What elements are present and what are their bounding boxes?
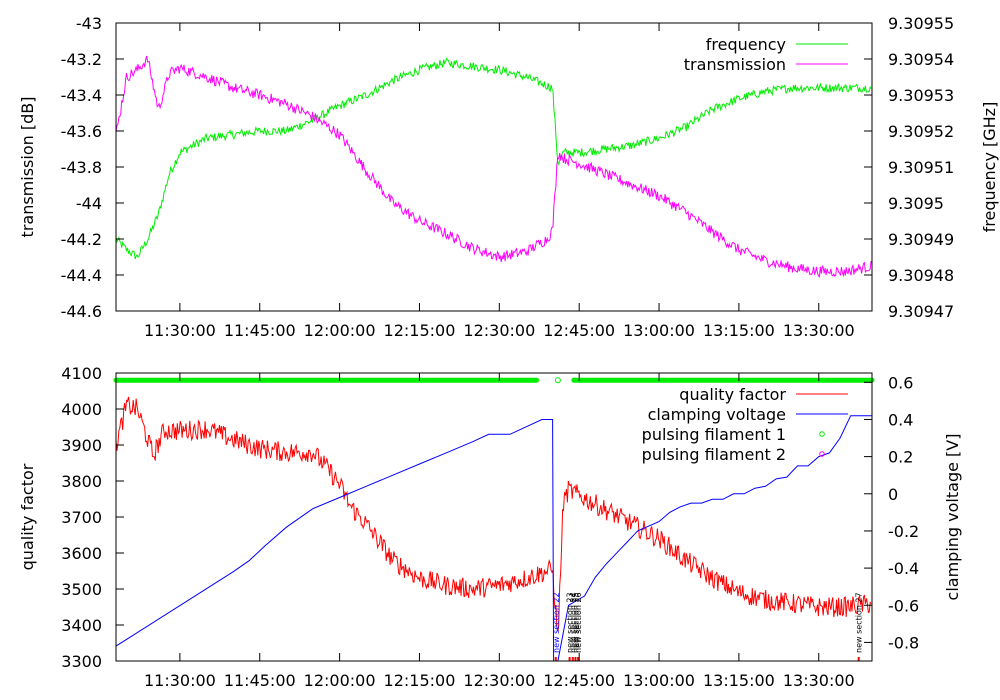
y2-axis-label: clamping voltage [V] — [943, 434, 962, 601]
x-tick-label: 12:30:00 — [463, 321, 535, 340]
x-tick-label: 11:30:00 — [144, 321, 216, 340]
y2-tick-label: 9.30949 — [888, 230, 954, 249]
x-tick-label: 12:15:00 — [384, 671, 456, 690]
y2-tick-label: 9.30952 — [888, 122, 954, 141]
y2-tick-label: 9.30951 — [888, 158, 954, 177]
x-tick-label: 12:30:00 — [463, 671, 535, 690]
legend-label: frequency — [706, 35, 786, 54]
x-tick-label: 11:30:00 — [144, 671, 216, 690]
x-tick-label: 11:45:00 — [224, 321, 296, 340]
y-tick-label: -43.4 — [61, 86, 102, 105]
x-tick-label: 12:45:00 — [543, 321, 615, 340]
annotation-label: new section 27 — [855, 592, 864, 653]
pulsing-filament-1-point — [554, 377, 561, 384]
legend-label: clamping voltage — [648, 405, 786, 424]
legend-marker — [819, 451, 825, 457]
y-axis-label: quality factor — [18, 463, 37, 570]
y-tick-label: -44.4 — [61, 266, 102, 285]
y2-tick-label: 9.3095 — [888, 194, 944, 213]
top-panel-transmission-frequency: 11:30:00 11:45:00 12:00:00 12:15:00 12:30:00… — [18, 14, 999, 340]
x-tick-label: 13:30:00 — [783, 671, 855, 690]
y-tick-label: 3300 — [61, 652, 102, 671]
y-tick-label: -43.6 — [61, 122, 102, 141]
y2-tick-label: 0.2 — [888, 448, 913, 467]
y2-tick-label: 0 — [888, 485, 898, 504]
y2-tick-label: 9.30947 — [888, 302, 954, 321]
legend-label: pulsing filament 1 — [642, 425, 786, 444]
series-line-quality-factor — [115, 396, 872, 632]
x-tick-label: 12:00:00 — [304, 671, 376, 690]
y-tick-label: 4100 — [61, 364, 102, 383]
y2-tick-label: -0.4 — [888, 559, 919, 578]
series-line-transmission — [115, 55, 872, 279]
y-tick-label: -43 — [76, 14, 102, 33]
y2-tick-label: -0.6 — [888, 596, 919, 615]
y-tick-label: 3500 — [61, 580, 102, 599]
legend-label: transmission — [684, 55, 786, 74]
x-tick-label: 13:15:00 — [703, 321, 775, 340]
y-tick-label: 3400 — [61, 616, 102, 635]
x-tick-label: 13:00:00 — [623, 671, 695, 690]
y-tick-label: 3900 — [61, 436, 102, 455]
y-tick-label: 3800 — [61, 472, 102, 491]
series-line-frequency — [115, 57, 872, 260]
y-tick-label: -44 — [76, 194, 102, 213]
annotation-label: new section 25 — [571, 592, 580, 653]
y-tick-label: 3700 — [61, 508, 102, 527]
x-tick-label: 13:30:00 — [783, 321, 855, 340]
y-tick-label: -44.6 — [61, 302, 102, 321]
y-tick-label: 3600 — [61, 544, 102, 563]
y2-tick-label: 9.30954 — [888, 50, 954, 69]
y-tick-label: -43.2 — [61, 50, 102, 69]
x-tick-label: 12:15:00 — [384, 321, 456, 340]
y-tick-label: -44.2 — [61, 230, 102, 249]
y-tick-label: 4000 — [61, 400, 102, 419]
x-tick-label: 12:45:00 — [543, 671, 615, 690]
legend-label: pulsing filament 2 — [642, 445, 786, 464]
x-tick-label: 13:00:00 — [623, 321, 695, 340]
y-axis-label: transmission [dB] — [18, 97, 37, 238]
annotation-label: new section 22 — [552, 592, 561, 653]
y2-tick-label: -0.2 — [888, 522, 919, 541]
y2-tick-label: 0.6 — [888, 373, 913, 392]
y2-tick-label: 9.30948 — [888, 266, 954, 285]
annotation-label: new section 26 — [574, 592, 583, 653]
x-tick-label: 11:45:00 — [224, 671, 296, 690]
annotation-label: new section 23 — [566, 592, 575, 653]
x-tick-label: 12:00:00 — [304, 321, 376, 340]
legend-label: quality factor — [679, 385, 786, 404]
annotation-label: new section 24 — [569, 592, 578, 653]
y2-tick-label: 0.4 — [888, 410, 913, 429]
legend-marker — [819, 431, 825, 437]
x-tick-label: 13:15:00 — [703, 671, 775, 690]
y2-axis-label: frequency [GHz] — [980, 102, 999, 233]
y2-tick-label: 9.30955 — [888, 14, 954, 33]
y2-tick-label: -0.8 — [888, 633, 919, 652]
y2-tick-label: 9.30953 — [888, 86, 954, 105]
y-tick-label: -43.8 — [61, 158, 102, 177]
series-line-clamping-voltage — [115, 415, 872, 662]
